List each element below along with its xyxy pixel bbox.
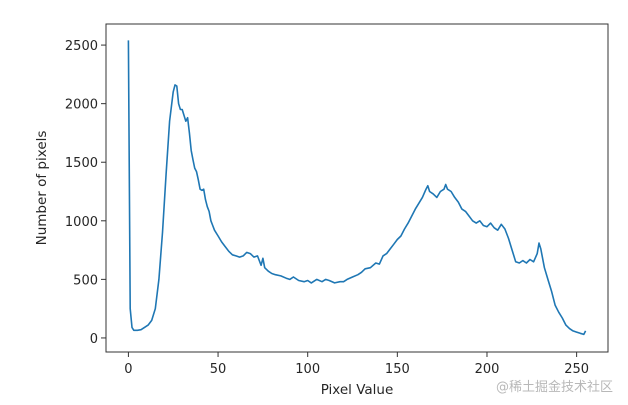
y-tick-label: 2000 [65, 98, 98, 113]
x-tick-label: 0 [124, 362, 132, 377]
y-tick-label: 1500 [65, 156, 98, 171]
x-tick-label: 150 [385, 362, 410, 377]
x-tick-label: 200 [475, 362, 500, 377]
histogram-line [127, 40, 587, 336]
y-axis: 0 500 1000 1500 2000 2500 [65, 39, 106, 347]
plot-area [105, 23, 609, 353]
x-axis-label: Pixel Value [321, 382, 394, 398]
axes-frame [105, 23, 609, 353]
x-tick-label: 100 [295, 362, 320, 377]
x-axis: 0 50 100 150 200 250 [124, 352, 589, 377]
y-tick-label: 500 [73, 273, 98, 288]
x-tick-label: 250 [564, 362, 589, 377]
y-tick-label: 1000 [65, 215, 98, 230]
y-tick-label: 0 [90, 332, 98, 347]
x-tick-label: 50 [210, 362, 227, 377]
y-axis-label: Number of pixels [34, 131, 50, 246]
y-tick-label: 2500 [65, 39, 98, 54]
watermark: @稀土掘金技术社区 [496, 380, 614, 395]
